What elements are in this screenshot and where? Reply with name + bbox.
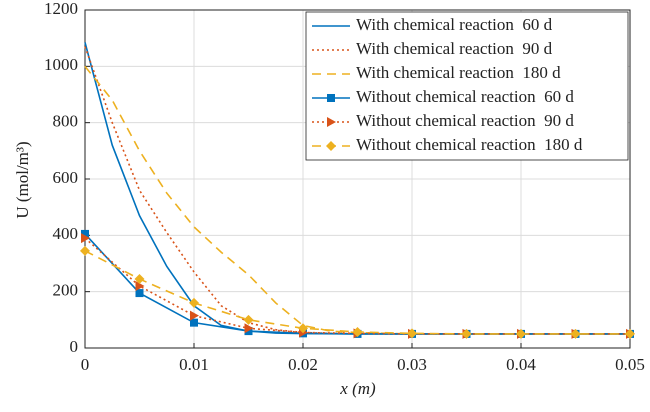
legend-label: Without chemical reaction 180 d [356,135,583,154]
x-tick-label: 0 [81,355,90,374]
y-tick-label: 800 [53,112,79,131]
legend-label: Without chemical reaction 60 d [356,87,574,106]
x-tick-label: 0.04 [506,355,536,374]
y-tick-label: 400 [53,224,79,243]
marker [135,281,145,292]
y-tick-label: 600 [53,168,79,187]
x-tick-label: 0.02 [288,355,318,374]
marker [190,318,198,327]
marker [461,328,472,339]
x-tick-label: 0.01 [179,355,209,374]
legend-marker [327,94,335,102]
legend-label: With chemical reaction 180 d [356,63,561,82]
x-tick-label: 0.05 [615,355,645,374]
y-tick-label: 200 [53,281,79,300]
marker [570,328,581,339]
marker [244,327,253,336]
y-tick-label: 0 [70,337,79,356]
marker [244,323,254,334]
marker [80,245,90,256]
marker [81,233,90,244]
axes-box [84,9,631,349]
marker [190,310,199,321]
legend-label: Without chemical reaction 90 d [356,111,574,130]
marker [298,323,308,334]
marker [352,326,363,337]
y-axis-label: U (mol/m³) [13,141,32,218]
marker [134,273,145,284]
marker [81,229,89,238]
y-tick-label: 1000 [44,55,78,74]
x-axis-label: x (m) [339,379,376,398]
marker [135,289,144,298]
marker [516,328,526,339]
legend-marker [327,117,336,127]
legend-label: With chemical reaction 90 d [356,39,553,58]
x-tick-label: 0.03 [397,355,427,374]
legend-label: With chemical reaction 60 d [356,15,553,34]
y-tick-label: 1200 [44,0,78,18]
marker [189,297,199,308]
legend-marker [326,141,336,151]
marker [243,314,254,325]
legend-box [305,11,629,161]
marker [625,328,635,339]
marker [407,328,417,339]
